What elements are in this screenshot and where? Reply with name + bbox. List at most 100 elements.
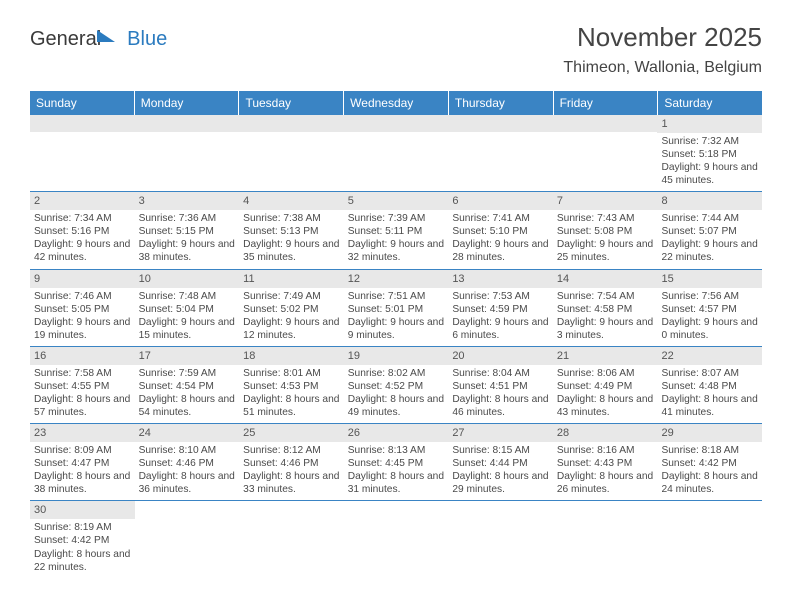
day-cell: 11Sunrise: 7:49 AMSunset: 5:02 PMDayligh… [239, 270, 344, 346]
day-number: 8 [657, 192, 762, 210]
day-cell: 7Sunrise: 7:43 AMSunset: 5:08 PMDaylight… [553, 192, 658, 268]
day-number: 16 [30, 347, 135, 365]
daylight-text: Daylight: 9 hours and 45 minutes. [661, 161, 758, 187]
sunset-text: Sunset: 5:01 PM [348, 303, 445, 316]
sunset-text: Sunset: 4:57 PM [661, 303, 758, 316]
daylight-text: Daylight: 8 hours and 38 minutes. [34, 470, 131, 496]
day-cell [30, 115, 135, 191]
sunset-text: Sunset: 4:44 PM [452, 457, 549, 470]
weekday-header-row: Sunday Monday Tuesday Wednesday Thursday… [30, 91, 762, 115]
day-cell [344, 115, 449, 191]
daylight-text: Daylight: 8 hours and 24 minutes. [661, 470, 758, 496]
sunrise-text: Sunrise: 8:04 AM [452, 367, 549, 380]
daylight-text: Daylight: 8 hours and 49 minutes. [348, 393, 445, 419]
day-number: 28 [553, 424, 658, 442]
daylight-text: Daylight: 9 hours and 0 minutes. [661, 316, 758, 342]
sunset-text: Sunset: 4:42 PM [34, 534, 131, 547]
day-cell: 9Sunrise: 7:46 AMSunset: 5:05 PMDaylight… [30, 270, 135, 346]
day-number: 6 [448, 192, 553, 210]
day-number: 14 [553, 270, 658, 288]
weekday-header: Monday [135, 91, 240, 115]
day-cell: 12 Sunrise: 7:51 AMSunset: 5:01 PMDayligh… [344, 270, 449, 346]
sunrise-text: Sunrise: 7:48 AM [139, 290, 236, 303]
sunset-text: Sunset: 4:49 PM [557, 380, 654, 393]
sunset-text: Sunset: 4:58 PM [557, 303, 654, 316]
weekday-header: Saturday [658, 91, 762, 115]
day-number: 10 [135, 270, 240, 288]
sunrise-text: Sunrise: 7:38 AM [243, 212, 340, 225]
day-number: 29 [657, 424, 762, 442]
sunrise-text: Sunrise: 7:59 AM [139, 367, 236, 380]
day-number: 13 [448, 270, 553, 288]
sunset-text: Sunset: 4:54 PM [139, 380, 236, 393]
day-cell: 1Sunrise: 7:32 AMSunset: 5:18 PMDaylight… [657, 115, 762, 191]
sunrise-text: Sunrise: 8:09 AM [34, 444, 131, 457]
day-cell: 21Sunrise: 8:06 AMSunset: 4:49 PMDayligh… [553, 347, 658, 423]
daylight-text: Daylight: 9 hours and 42 minutes. [34, 238, 131, 264]
sunrise-text: Sunrise: 8:01 AM [243, 367, 340, 380]
sunset-text: Sunset: 5:18 PM [661, 148, 758, 161]
day-number: 18 [239, 347, 344, 365]
day-number: 12 [344, 270, 449, 288]
daylight-text: Daylight: 8 hours and 29 minutes. [452, 470, 549, 496]
weekday-header: Thursday [449, 91, 554, 115]
week-row: 23Sunrise: 8:09 AMSunset: 4:47 PMDayligh… [30, 424, 762, 501]
sunset-text: Sunset: 4:46 PM [139, 457, 236, 470]
day-cell: 22Sunrise: 8:07 AMSunset: 4:48 PMDayligh… [657, 347, 762, 423]
daylight-text: Daylight: 9 hours and 19 minutes. [34, 316, 131, 342]
day-cell: 8Sunrise: 7:44 AMSunset: 5:07 PMDaylight… [657, 192, 762, 268]
sunrise-text: Sunrise: 7:43 AM [557, 212, 654, 225]
day-cell: 24Sunrise: 8:10 AMSunset: 4:46 PMDayligh… [135, 424, 240, 500]
sunrise-text: Sunrise: 7:34 AM [34, 212, 131, 225]
day-cell: 17Sunrise: 7:59 AMSunset: 4:54 PMDayligh… [135, 347, 240, 423]
sunrise-text: Sunrise: 8:16 AM [557, 444, 654, 457]
daylight-text: Daylight: 8 hours and 41 minutes. [661, 393, 758, 419]
day-cell: 14Sunrise: 7:54 AMSunset: 4:58 PMDayligh… [553, 270, 658, 346]
day-cell: 3Sunrise: 7:36 AMSunset: 5:15 PMDaylight… [135, 192, 240, 268]
sunset-text: Sunset: 5:04 PM [139, 303, 236, 316]
sunrise-text: Sunrise: 7:36 AM [139, 212, 236, 225]
week-row: 16Sunrise: 7:58 AMSunset: 4:55 PMDayligh… [30, 347, 762, 424]
day-number: 21 [553, 347, 658, 365]
weekday-header: Sunday [30, 91, 135, 115]
day-number: 19 [344, 347, 449, 365]
sunset-text: Sunset: 4:53 PM [243, 380, 340, 393]
week-row: 9Sunrise: 7:46 AMSunset: 5:05 PMDaylight… [30, 270, 762, 347]
weekday-header: Wednesday [344, 91, 449, 115]
day-cell [239, 501, 344, 577]
title-area: November 2025 Thimeon, Wallonia, Belgium [563, 22, 762, 77]
daylight-text: Daylight: 9 hours and 25 minutes. [557, 238, 654, 264]
daylight-text: Daylight: 8 hours and 31 minutes. [348, 470, 445, 496]
sunrise-text: Sunrise: 8:12 AM [243, 444, 340, 457]
day-cell: 19 Sunrise: 8:02 AMSunset: 4:52 PMDayligh… [344, 347, 449, 423]
sunset-text: Sunset: 4:46 PM [243, 457, 340, 470]
day-cell: 29Sunrise: 8:18 AMSunset: 4:42 PMDayligh… [657, 424, 762, 500]
sunrise-text: Sunrise: 7:49 AM [243, 290, 340, 303]
daylight-text: Daylight: 8 hours and 33 minutes. [243, 470, 340, 496]
day-cell [448, 115, 553, 191]
sunrise-text: Sunrise: 8:18 AM [661, 444, 758, 457]
sunset-text: Sunset: 5:13 PM [243, 225, 340, 238]
sunrise-text: Sunrise: 8:19 AM [34, 521, 131, 534]
week-row: 1Sunrise: 7:32 AMSunset: 5:18 PMDaylight… [30, 115, 762, 192]
day-cell: 23Sunrise: 8:09 AMSunset: 4:47 PMDayligh… [30, 424, 135, 500]
day-cell [344, 501, 449, 577]
sunset-text: Sunset: 4:47 PM [34, 457, 131, 470]
day-cell: 2Sunrise: 7:34 AMSunset: 5:16 PMDaylight… [30, 192, 135, 268]
sunrise-text: Sunrise: 7:54 AM [557, 290, 654, 303]
week-row: 30Sunrise: 8:19 AMSunset: 4:42 PMDayligh… [30, 501, 762, 577]
sunrise-text: Sunrise: 7:46 AM [34, 290, 131, 303]
daylight-text: Daylight: 9 hours and 15 minutes. [139, 316, 236, 342]
daylight-text: Daylight: 9 hours and 9 minutes. [348, 316, 445, 342]
daylight-text: Daylight: 8 hours and 26 minutes. [557, 470, 654, 496]
day-cell: 28Sunrise: 8:16 AMSunset: 4:43 PMDayligh… [553, 424, 658, 500]
day-number: 7 [553, 192, 658, 210]
sunrise-text: Sunrise: 7:51 AM [348, 290, 445, 303]
sunrise-text: Sunrise: 8:06 AM [557, 367, 654, 380]
daylight-text: Daylight: 8 hours and 36 minutes. [139, 470, 236, 496]
sunset-text: Sunset: 4:52 PM [348, 380, 445, 393]
empty-daynum [239, 115, 344, 132]
sunrise-text: Sunrise: 8:02 AM [348, 367, 445, 380]
empty-daynum [344, 115, 449, 132]
sunrise-text: Sunrise: 7:58 AM [34, 367, 131, 380]
